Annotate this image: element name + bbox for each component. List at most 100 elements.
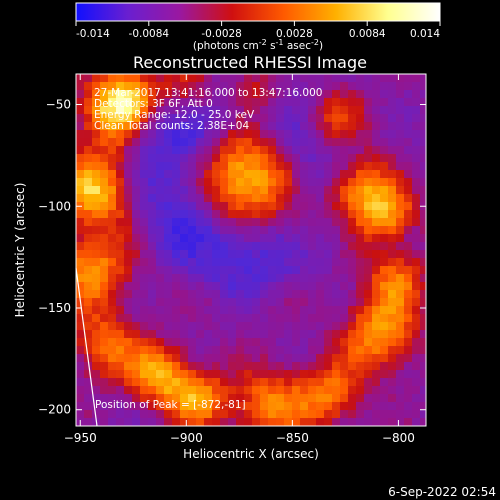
heatmap-cell [340, 114, 348, 122]
heatmap-cell [76, 394, 84, 402]
heatmap-cell [140, 338, 148, 346]
heatmap-cell [172, 226, 180, 234]
heatmap-cell [172, 194, 180, 202]
heatmap-cell [252, 378, 260, 386]
heatmap-cell [244, 322, 252, 330]
heatmap-cell [156, 202, 164, 210]
heatmap-cell [156, 314, 164, 322]
heatmap-cell [236, 282, 244, 290]
heatmap-cell [268, 362, 276, 370]
heatmap-cell [324, 162, 332, 170]
heatmap-cell [300, 106, 308, 114]
heatmap-cell [132, 266, 140, 274]
heatmap-cell [196, 338, 204, 346]
heatmap-cell [324, 378, 332, 386]
heatmap-cell [124, 338, 132, 346]
heatmap-cell [300, 250, 308, 258]
heatmap-cell [340, 210, 348, 218]
heatmap-cell [228, 106, 236, 114]
heatmap-cell [404, 210, 412, 218]
heatmap-cell [204, 218, 212, 226]
heatmap-cell [84, 410, 92, 418]
heatmap-cell [108, 362, 116, 370]
heatmap-cell [84, 338, 92, 346]
heatmap-cell [308, 378, 316, 386]
heatmap-cell [388, 74, 396, 82]
heatmap-cell [276, 138, 284, 146]
heatmap-cell [188, 250, 196, 258]
heatmap-cell [244, 130, 252, 138]
heatmap-cell [268, 122, 276, 130]
heatmap-cell [76, 266, 84, 274]
heatmap-cell [388, 138, 396, 146]
heatmap-cell [244, 122, 252, 130]
heatmap-cell [380, 98, 388, 106]
heatmap-cell [228, 170, 236, 178]
heatmap-cell [356, 90, 364, 98]
heatmap-cell [220, 162, 228, 170]
heatmap-cell [244, 218, 252, 226]
heatmap-cell [292, 186, 300, 194]
heatmap-cell [140, 186, 148, 194]
heatmap-cell [252, 386, 260, 394]
heatmap-cell [300, 154, 308, 162]
heatmap-cell [76, 186, 84, 194]
heatmap-cell [172, 282, 180, 290]
heatmap-cell [300, 290, 308, 298]
heatmap-cell [412, 194, 420, 202]
heatmap-cell [284, 218, 292, 226]
heatmap-cell [132, 106, 140, 114]
heatmap-cell [92, 170, 100, 178]
heatmap-cell [204, 226, 212, 234]
heatmap-cell [340, 178, 348, 186]
heatmap-cell [292, 122, 300, 130]
heatmap-cell [116, 362, 124, 370]
heatmap-cell [348, 178, 356, 186]
heatmap-cell [220, 386, 228, 394]
heatmap-cell [420, 266, 426, 274]
heatmap-cell [236, 410, 244, 418]
heatmap-cell [316, 194, 324, 202]
heatmap-cell [84, 418, 92, 426]
heatmap-cell [276, 306, 284, 314]
heatmap-cell [100, 258, 108, 266]
heatmap-cell [292, 74, 300, 82]
heatmap-cell [324, 290, 332, 298]
heatmap-cell [308, 322, 316, 330]
heatmap-cell [308, 106, 316, 114]
heatmap-cell [332, 290, 340, 298]
heatmap-cell [332, 386, 340, 394]
heatmap-cell [292, 322, 300, 330]
heatmap-cell [340, 418, 348, 426]
heatmap-cell [300, 146, 308, 154]
heatmap-cell [284, 186, 292, 194]
heatmap-cell [212, 98, 220, 106]
heatmap-cell [188, 274, 196, 282]
heatmap-cell [420, 258, 426, 266]
heatmap-cell [316, 250, 324, 258]
heatmap-cell [76, 162, 84, 170]
heatmap-cell [124, 242, 132, 250]
heatmap-cell [356, 354, 364, 362]
heatmap-cell [92, 290, 100, 298]
heatmap-cell [284, 114, 292, 122]
heatmap-cell [116, 162, 124, 170]
heatmap-cell [316, 322, 324, 330]
heatmap-cell [420, 74, 426, 82]
heatmap-cell [244, 378, 252, 386]
heatmap-cell [268, 202, 276, 210]
heatmap-cell [396, 82, 404, 90]
heatmap-cell [252, 346, 260, 354]
heatmap-cell [180, 178, 188, 186]
heatmap-cell [100, 154, 108, 162]
heatmap-cell [316, 282, 324, 290]
heatmap-cell [412, 146, 420, 154]
heatmap-cell [260, 274, 268, 282]
heatmap-cell [372, 274, 380, 282]
heatmap-cell [300, 410, 308, 418]
heatmap-cell [124, 186, 132, 194]
heatmap-cell [268, 378, 276, 386]
heatmap-cell [380, 370, 388, 378]
heatmap-cell [396, 362, 404, 370]
heatmap-cell [236, 250, 244, 258]
